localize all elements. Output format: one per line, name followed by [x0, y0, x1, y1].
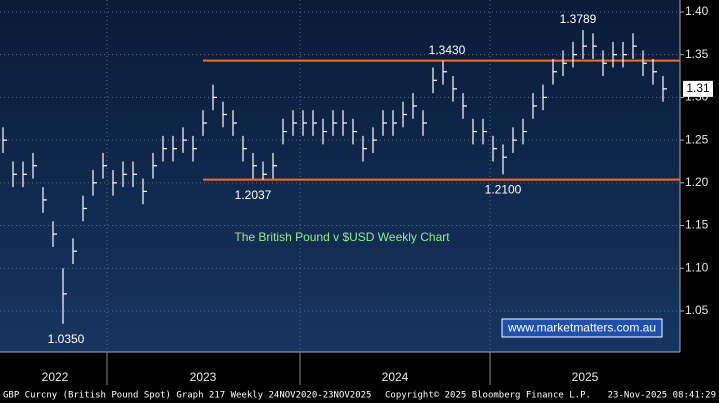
y-tick-label: 1.35 [685, 47, 709, 61]
chart-title: The British Pound v $USD Weekly Chart [234, 230, 450, 244]
y-tick-label: 1.25 [685, 132, 709, 146]
watermark: www.marketmatters.com.au [507, 321, 656, 335]
footer-center: Copyright© 2025 Bloomberg Finance L.P. [385, 391, 591, 401]
footer-left: GBP Curcny (British Pound Spot) Graph 21… [3, 391, 371, 401]
plot-area [0, 0, 680, 352]
annotation: 1.2100 [485, 182, 522, 196]
annotation: 1.2037 [235, 188, 272, 202]
y-tick-label: 1.05 [685, 303, 709, 317]
footer-right: 23-Nov-2025 08:41:29 [608, 391, 716, 401]
y-tick-label: 1.40 [685, 4, 709, 18]
x-tick-label: 2025 [572, 370, 599, 384]
x-axis-strip [0, 352, 719, 385]
annotation: 1.3789 [560, 12, 597, 26]
y-tick-label: 1.10 [685, 260, 709, 274]
y-tick-label: 1.15 [685, 218, 709, 232]
annotation: 1.0350 [48, 332, 85, 346]
x-tick-label: 2022 [42, 370, 69, 384]
last-price-label: 1.31 [686, 81, 710, 95]
watermark-box [501, 318, 663, 338]
annotation: 1.3430 [429, 43, 466, 57]
y-tick-label: 1.20 [685, 175, 709, 189]
x-tick-label: 2024 [382, 370, 409, 384]
x-tick-label: 2023 [190, 370, 217, 384]
last-price-box [683, 80, 713, 97]
